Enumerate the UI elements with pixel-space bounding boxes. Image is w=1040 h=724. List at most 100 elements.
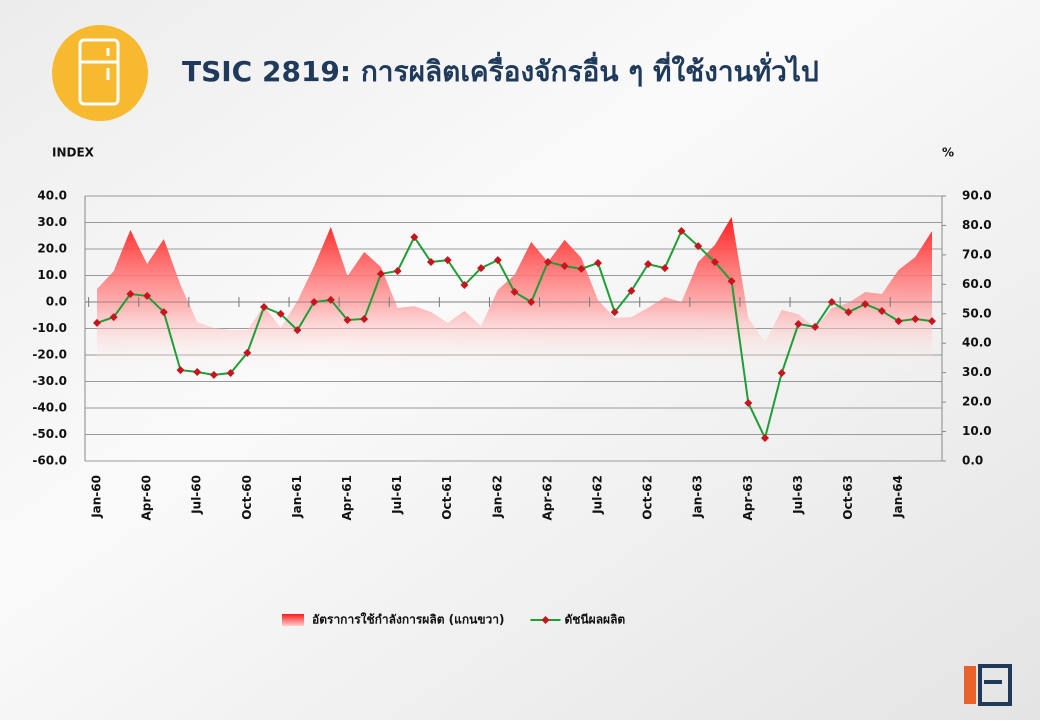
legend-label[interactable]: ดัชนีผลผลิต: [565, 613, 626, 627]
y2-tick-label: 50.0: [962, 306, 992, 320]
marker: [126, 290, 135, 299]
marker: [243, 348, 252, 357]
marker: [326, 295, 335, 304]
marker: [744, 398, 753, 407]
marker: [877, 307, 886, 316]
y-tick-label: -10.0: [32, 321, 67, 335]
x-tick-label: Apr-62: [540, 475, 554, 520]
marker: [777, 369, 786, 378]
y-tick-label: 30.0: [37, 215, 67, 229]
logo: [964, 664, 1012, 706]
marker: [710, 257, 719, 266]
marker: [594, 259, 602, 268]
y-tick-label: -40.0: [32, 401, 67, 415]
x-tick-label: Jan-63: [691, 475, 705, 519]
marker: [577, 264, 586, 273]
x-tick-label: Apr-61: [340, 475, 354, 520]
y2-axis-label: %: [942, 146, 954, 160]
marker: [527, 298, 536, 306]
marker: [827, 298, 836, 306]
marker: [644, 260, 653, 269]
x-tick-label: Apr-63: [741, 475, 755, 520]
marker: [393, 266, 402, 275]
x-tick-label: Oct-61: [440, 475, 454, 520]
y-tick-label: 20.0: [37, 242, 67, 256]
icon: [52, 25, 148, 121]
marker: [627, 286, 636, 295]
marker: [610, 308, 619, 317]
marker: [761, 433, 769, 442]
x-tick-label: Jan-64: [891, 475, 905, 519]
x-tick-label: Jan-61: [290, 475, 304, 519]
marker: [543, 257, 552, 266]
y-tick-label: 40.0: [37, 189, 67, 203]
plot-area: -60.0 -50.0 -40.0 -30.0 -20.0 -10.0 0.0 10.0 20.…: [32, 189, 991, 627]
legend-marker: [541, 616, 550, 624]
marker: [560, 261, 569, 270]
y2-tick-label: 0.0: [962, 454, 983, 468]
marker: [677, 226, 686, 235]
marker: [376, 269, 385, 278]
marker: [477, 264, 486, 273]
x-tick-label: Jul-61: [390, 475, 404, 515]
legend-label[interactable]: อัตราการใช้กำลังการผลิต (แกนขวา): [312, 612, 505, 627]
marker: [443, 256, 452, 265]
y2-tick-label: 10.0: [962, 424, 992, 438]
marker: [293, 326, 302, 335]
marker: [143, 291, 152, 300]
x-tick-label: Jul-63: [791, 475, 805, 515]
marker: [360, 314, 369, 323]
marker: [844, 308, 853, 317]
area: [97, 216, 932, 461]
marker: [343, 316, 352, 325]
y2-tick-label: 90.0: [962, 189, 992, 203]
legend-swatch: [282, 614, 304, 626]
y2-tick-label: 70.0: [962, 247, 992, 261]
x-tick-label: Apr-60: [140, 475, 154, 520]
x-tick-label: Jul-62: [591, 475, 605, 515]
y2-tick-label: 20.0: [962, 395, 992, 409]
marker: [427, 257, 435, 266]
y2-tick-label: 80.0: [962, 218, 992, 232]
marker: [510, 287, 519, 296]
y2-tick-label: 60.0: [962, 277, 992, 291]
marker: [727, 277, 736, 286]
marker: [894, 317, 903, 326]
chart-title: TSIC 2819: การผลิตเครื่องจักรอื่น ๆ ที่ใ…: [182, 51, 819, 88]
y-tick-label: -30.0: [32, 374, 67, 388]
marker: [811, 322, 820, 331]
marker: [193, 367, 202, 376]
marker: [93, 318, 101, 327]
marker: [861, 300, 870, 309]
y-tick-label: -60.0: [32, 454, 67, 468]
x-tick-label: Jul-60: [190, 475, 204, 515]
x-tick-label: Oct-60: [240, 475, 254, 520]
marker: [209, 370, 218, 379]
x-tick-label: Oct-63: [841, 475, 855, 520]
y-tick-label: -20.0: [32, 348, 67, 362]
y-tick-label: 10.0: [37, 268, 67, 282]
marker: [660, 264, 669, 273]
y2-tick-label: 40.0: [962, 336, 992, 350]
marker: [911, 314, 920, 323]
x-tick-label: Oct-62: [641, 475, 655, 520]
marker: [276, 309, 285, 318]
y-tick-label: 0.0: [46, 295, 67, 309]
marker: [493, 256, 502, 265]
marker: [928, 317, 936, 326]
x-tick-label: Jan-60: [90, 475, 104, 519]
marker: [226, 369, 235, 378]
marker: [260, 303, 268, 312]
marker: [310, 298, 319, 306]
y2-tick-label: 30.0: [962, 365, 992, 379]
marker: [109, 313, 118, 322]
y-axis-label: INDEX: [52, 146, 95, 160]
x-tick-label: Jan-62: [490, 475, 504, 519]
marker: [410, 233, 419, 242]
marker: [176, 366, 185, 375]
marker: [794, 319, 803, 328]
marker: [694, 242, 703, 251]
marker: [460, 281, 469, 290]
y-tick-label: -50.0: [32, 427, 67, 441]
